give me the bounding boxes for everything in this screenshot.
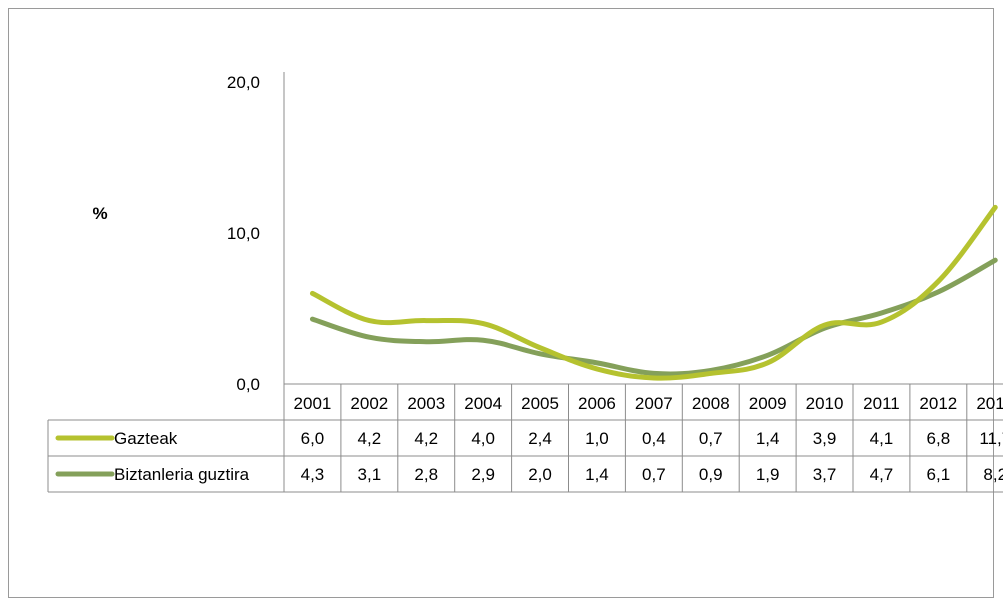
x-tick-label: 2005 xyxy=(521,394,559,413)
data-label: 0,7 xyxy=(699,429,723,448)
data-label: 1,4 xyxy=(756,429,780,448)
x-tick-label: 2007 xyxy=(635,394,673,413)
data-label: 3,1 xyxy=(358,465,382,484)
series-line-biztanleria-guztira xyxy=(309,257,998,377)
x-tick-label: 2003 xyxy=(407,394,445,413)
data-label: 1,0 xyxy=(585,429,609,448)
data-label: 4,0 xyxy=(471,429,495,448)
x-tick-label: 2008 xyxy=(692,394,730,413)
x-tick-label: 2002 xyxy=(350,394,388,413)
data-label: 11,7 xyxy=(979,429,1003,448)
data-label: 2,0 xyxy=(528,465,552,484)
y-tick-label: 20,0 xyxy=(227,73,260,92)
data-label: 4,7 xyxy=(870,465,894,484)
data-label: 4,2 xyxy=(358,429,382,448)
legend-label: Biztanleria guztira xyxy=(114,465,250,484)
x-tick-label: 2012 xyxy=(919,394,957,413)
y-axis-title: % xyxy=(92,204,107,223)
chart-frame xyxy=(8,8,994,598)
data-label: 6,0 xyxy=(301,429,325,448)
data-label: 2,8 xyxy=(414,465,438,484)
x-tick-label: 2010 xyxy=(806,394,844,413)
legend-label: Gazteak xyxy=(114,429,178,448)
data-label: 2,9 xyxy=(471,465,495,484)
data-label: 1,9 xyxy=(756,465,780,484)
data-label: 1,4 xyxy=(585,465,609,484)
x-tick-label: 2006 xyxy=(578,394,616,413)
data-label: 0,4 xyxy=(642,429,666,448)
x-tick-label: 2013 xyxy=(976,394,1003,413)
data-label: 6,8 xyxy=(927,429,951,448)
x-tick-label: 2004 xyxy=(464,394,502,413)
y-tick-label: 10,0 xyxy=(227,224,260,243)
data-label: 0,9 xyxy=(699,465,723,484)
data-label: 0,7 xyxy=(642,465,666,484)
series-line-gazteak xyxy=(309,204,998,381)
data-label: 4,3 xyxy=(301,465,325,484)
data-label: 4,1 xyxy=(870,429,894,448)
x-tick-label: 2009 xyxy=(749,394,787,413)
data-label: 4,2 xyxy=(414,429,438,448)
data-label: 8,2 xyxy=(983,465,1003,484)
x-tick-label: 2001 xyxy=(294,394,332,413)
data-label: 3,9 xyxy=(813,429,837,448)
data-label: 6,1 xyxy=(927,465,951,484)
y-tick-label: 0,0 xyxy=(236,375,260,394)
x-tick-label: 2011 xyxy=(863,394,900,413)
data-label: 3,7 xyxy=(813,465,837,484)
data-label: 2,4 xyxy=(528,429,552,448)
